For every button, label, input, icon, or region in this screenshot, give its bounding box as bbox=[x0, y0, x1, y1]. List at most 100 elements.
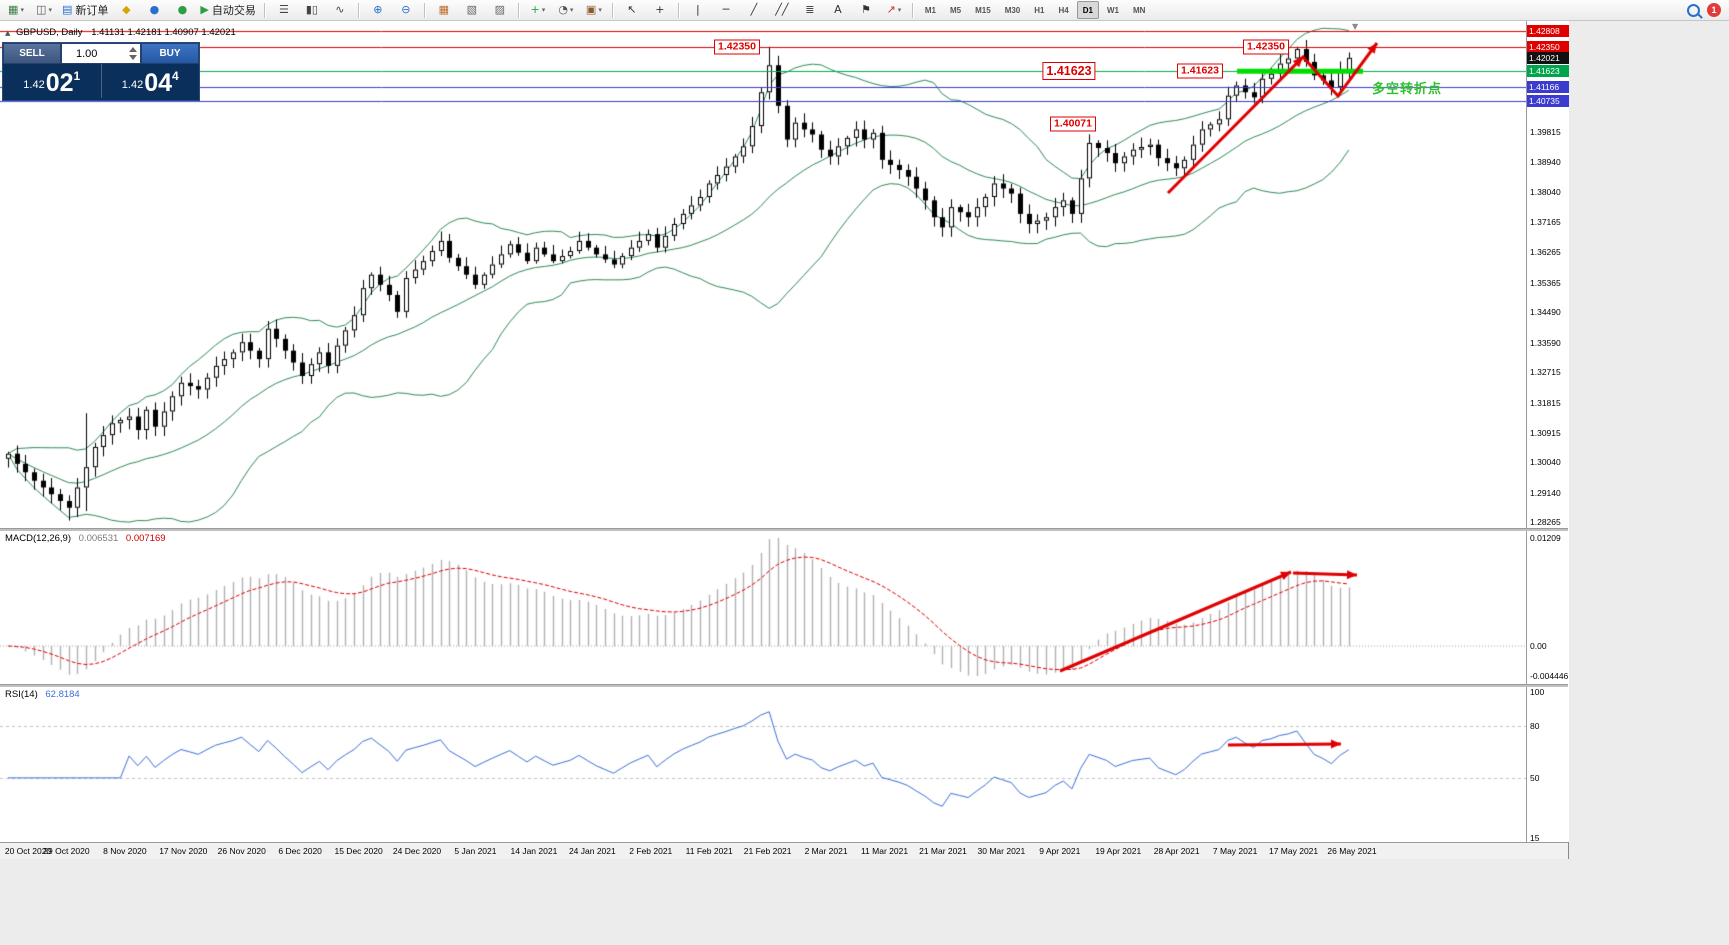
price-axis-tick: 1.34490 bbox=[1530, 307, 1561, 318]
community-icon[interactable]: ● bbox=[141, 0, 167, 20]
price-axis-tag: 1.42350 bbox=[1527, 40, 1569, 53]
macd-value-main: 0.006531 bbox=[78, 533, 119, 544]
dropdown-arrow-icon[interactable]: ▾ bbox=[598, 6, 602, 14]
candlestick-chart-button[interactable]: ▮▯ bbox=[299, 0, 325, 20]
market-icon[interactable]: ● bbox=[169, 0, 195, 20]
chart-canvas[interactable] bbox=[0, 20, 1526, 858]
sell-price: 1.42 02 1 bbox=[3, 64, 101, 98]
price-axis-tick: 1.35365 bbox=[1530, 277, 1561, 288]
cascade-windows-button[interactable]: ▨ bbox=[487, 0, 513, 20]
price-level-label[interactable]: 1.42350 bbox=[714, 39, 760, 55]
zoom-out-button[interactable]: ⊖ bbox=[393, 0, 419, 20]
horizontal-line-button[interactable]: ─ bbox=[713, 0, 739, 20]
sell-button[interactable]: SELL bbox=[3, 43, 61, 64]
date-axis-label: 8 Nov 2020 bbox=[103, 846, 147, 856]
profiles-button[interactable]: ◫ ▾ bbox=[31, 0, 57, 20]
dropdown-arrow-icon[interactable]: ▾ bbox=[541, 6, 546, 14]
pane-splitter[interactable] bbox=[0, 528, 1568, 531]
price-level-label[interactable]: 1.41623 bbox=[1177, 63, 1223, 79]
timeframe-d1[interactable]: D1 bbox=[1076, 1, 1099, 19]
timeframe-m5[interactable]: M5 bbox=[950, 5, 962, 15]
periods-button[interactable]: ◔ ▾ bbox=[553, 0, 579, 20]
new-chart-icon: ▦ bbox=[8, 3, 19, 16]
date-axis-label: 11 Feb 2021 bbox=[685, 846, 733, 856]
date-axis-label: 29 Oct 2020 bbox=[43, 846, 90, 856]
timeframe-h4[interactable]: H4 bbox=[1058, 5, 1069, 15]
dropdown-arrow-icon[interactable]: ▾ bbox=[569, 6, 574, 14]
label-button[interactable]: ⚑ bbox=[853, 0, 879, 20]
turning-point-annotation[interactable]: 多空转折点 bbox=[1372, 81, 1443, 96]
price-level-label[interactable]: 1.40071 bbox=[1050, 116, 1096, 132]
timeframe-mn[interactable]: MN bbox=[1132, 5, 1146, 15]
price-axis[interactable]: 1.39815 1.38940 1.38040 1.37165 1.36265 1.353… bbox=[1526, 20, 1569, 843]
date-axis[interactable]: 20 Oct 2020 29 Oct 2020 8 Nov 2020 17 Nov 2… bbox=[0, 842, 1568, 859]
dropdown-arrow-icon[interactable]: ▾ bbox=[48, 6, 52, 14]
trendline-icon: ╱ bbox=[750, 3, 758, 16]
rsi-value: 62.8184 bbox=[45, 689, 80, 700]
text-button[interactable]: A bbox=[825, 0, 851, 20]
price-axis-tick: 1.36265 bbox=[1530, 247, 1561, 258]
metaeditor-icon[interactable]: ◆ bbox=[113, 0, 139, 20]
label-icon: ⚑ bbox=[860, 3, 871, 16]
line-chart-button[interactable]: ∿ bbox=[327, 0, 353, 20]
sell-price-small: 1.42 bbox=[23, 79, 45, 91]
buy-price-sup: 4 bbox=[172, 69, 179, 83]
new-chart-button[interactable]: ▦ ▾ bbox=[3, 0, 29, 20]
volume-down-icon[interactable] bbox=[128, 55, 137, 60]
trendline-button[interactable]: ╱ bbox=[741, 0, 767, 20]
dropdown-arrow-icon[interactable]: ▾ bbox=[20, 6, 24, 14]
new-order-button-label: 新订单 bbox=[75, 5, 109, 17]
macd-axis-label: 0.00 bbox=[1530, 641, 1547, 652]
chart-window-icon: ▲ bbox=[5, 29, 11, 37]
date-axis-label: 9 Apr 2021 bbox=[1039, 846, 1081, 856]
sell-price-sup: 1 bbox=[73, 69, 81, 83]
timeframe-m15[interactable]: M15 bbox=[975, 5, 991, 15]
main-toolbar: ▦ ▾ ◫ ▾ ▤ 新订单 ◆ ● ● ▶ 自动交易 ☰ ▮▯ ∿ ⊕ ⊖ ▦ ▧ ▨ + ▾ ◔ ▾ ▣ ▾ ↖ + | ─ ╱ ╱╱ ≣ A… bbox=[0, 0, 1729, 21]
price-axis-tick: 1.31815 bbox=[1530, 397, 1561, 408]
add-indicator-button[interactable]: + ▾ bbox=[525, 0, 551, 20]
auto-trading-button[interactable]: ▶ 自动交易 bbox=[197, 0, 258, 20]
channel-icon: ╱╱ bbox=[775, 3, 789, 16]
volume-up-icon[interactable] bbox=[128, 47, 137, 52]
timeframe-m1[interactable]: M1 bbox=[924, 5, 936, 15]
date-axis-label: 19 Apr 2021 bbox=[1095, 846, 1142, 856]
chart-window: ▲ GBPUSD, Daily 1.41131 1.42181 1.40907 … bbox=[0, 20, 1569, 859]
rsi-header: RSI(14) 62.8184 bbox=[5, 689, 80, 700]
toolbar-separator bbox=[423, 2, 426, 18]
channel-button[interactable]: ╱╱ bbox=[769, 0, 795, 20]
vertical-line-icon: | bbox=[696, 3, 700, 16]
vertical-line-button[interactable]: | bbox=[685, 0, 711, 20]
templates-button[interactable]: ▣ ▾ bbox=[581, 0, 607, 20]
market-icon: ● bbox=[177, 3, 188, 16]
crosshair-button[interactable]: + bbox=[647, 0, 673, 20]
zoom-in-button[interactable]: ⊕ bbox=[365, 0, 391, 20]
pane-splitter[interactable] bbox=[0, 684, 1568, 687]
price-level-label[interactable]: 1.42350 bbox=[1243, 39, 1289, 55]
shapes-button[interactable]: ↗ ▾ bbox=[881, 0, 907, 20]
date-axis-label: 28 Apr 2021 bbox=[1153, 846, 1200, 856]
notification-badge[interactable]: 1 bbox=[1707, 3, 1721, 17]
cursor-button[interactable]: ↖ bbox=[619, 0, 645, 20]
search-icon[interactable] bbox=[1687, 3, 1700, 17]
price-axis-tick: 1.33590 bbox=[1530, 337, 1561, 348]
date-axis-label: 5 Jan 2021 bbox=[454, 846, 497, 856]
fibonacci-button[interactable]: ≣ bbox=[797, 0, 823, 20]
date-axis-label: 11 Mar 2021 bbox=[860, 846, 909, 856]
arrange-windows-button[interactable]: ▧ bbox=[459, 0, 485, 20]
price-level-label[interactable]: 1.41623 bbox=[1042, 62, 1096, 81]
timeframe-m30[interactable]: M30 bbox=[1004, 5, 1021, 15]
price-axis-tag: 1.40735 bbox=[1527, 95, 1569, 108]
buy-button[interactable]: BUY bbox=[141, 43, 199, 64]
line-chart-icon: ∿ bbox=[335, 3, 345, 16]
buy-price-small: 1.42 bbox=[121, 79, 144, 91]
rsi-axis-label: 50 bbox=[1530, 772, 1540, 783]
timeframe-h1[interactable]: H1 bbox=[1034, 5, 1045, 15]
dropdown-arrow-icon[interactable]: ▾ bbox=[897, 6, 902, 14]
new-order-button[interactable]: ▤ 新订单 bbox=[59, 0, 111, 20]
volume-input[interactable]: 1.00 bbox=[61, 43, 141, 64]
bar-chart-button[interactable]: ☰ bbox=[271, 0, 297, 20]
toolbar-right: 1 bbox=[1687, 3, 1729, 17]
tile-windows-button[interactable]: ▦ bbox=[431, 0, 457, 20]
timeframe-w1[interactable]: W1 bbox=[1106, 5, 1119, 15]
macd-axis-label: -0.004446 bbox=[1530, 671, 1569, 681]
